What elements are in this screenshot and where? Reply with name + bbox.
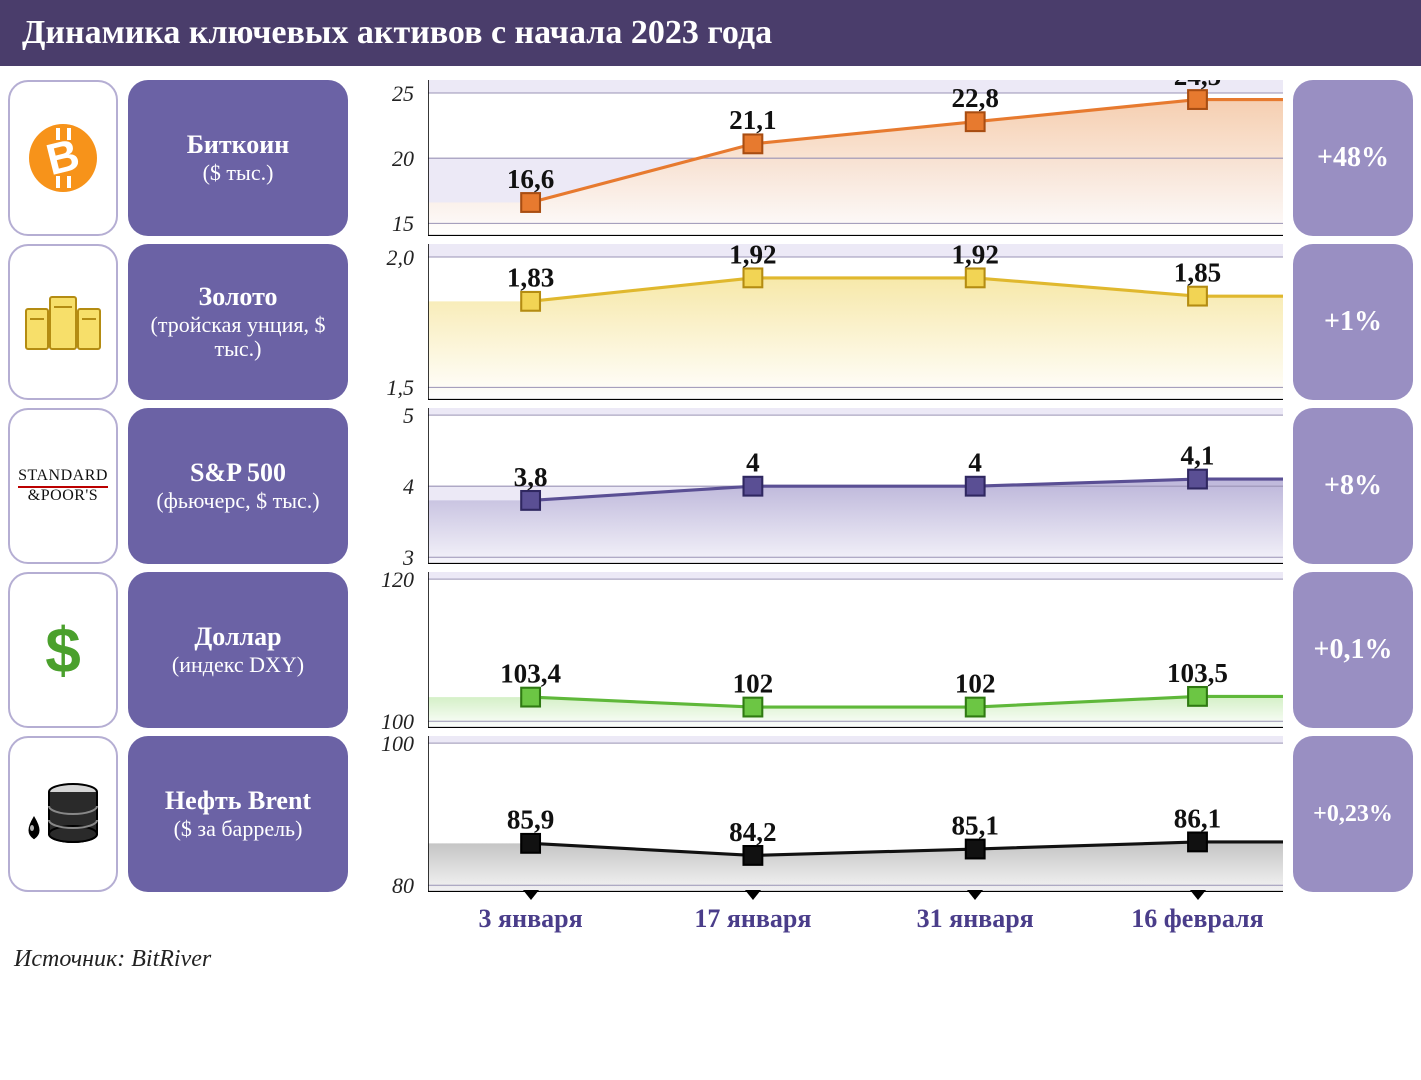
bitcoin-chart: 16,6 21,1 22,8 24,5 <box>428 80 1283 236</box>
bitcoin-label: Биткоин ($ тыс.) <box>128 80 348 236</box>
svg-text:21,1: 21,1 <box>729 105 776 135</box>
dollar-label: Доллар (индекс DXY) <box>128 572 348 728</box>
sp500-label: S&P 500 (фьючерс, $ тыс.) <box>128 408 348 564</box>
sp500-icon: STANDARD&POOR'S <box>8 408 118 564</box>
x-tick-label: 31 января <box>917 904 1034 934</box>
y-tick-label: 1,5 <box>387 375 415 401</box>
brent-label: Нефть Brent ($ за баррель) <box>128 736 348 892</box>
svg-text:1,83: 1,83 <box>507 263 554 293</box>
svg-text:16,6: 16,6 <box>507 164 554 194</box>
bitcoin-icon: B <box>8 80 118 236</box>
asset-row-dollar: $ Доллар (индекс DXY)120100 103,41021021… <box>8 572 1413 722</box>
brent-change: +0,23% <box>1293 736 1413 892</box>
asset-subtitle: ($ за баррель) <box>174 817 303 841</box>
svg-text:85,9: 85,9 <box>507 805 554 835</box>
asset-title: Золото <box>198 283 277 312</box>
asset-subtitle: (тройская унция, $ тыс.) <box>134 313 342 361</box>
svg-text:4,1: 4,1 <box>1181 440 1215 470</box>
asset-subtitle: (индекс DXY) <box>172 653 304 677</box>
sp500-change: +8% <box>1293 408 1413 564</box>
source-label: Источник: BitRiver <box>0 940 1421 987</box>
dollar-yaxis: 120100 <box>358 572 418 728</box>
x-tick-label: 17 января <box>694 904 811 934</box>
asset-title: Доллар <box>194 623 281 652</box>
svg-text:85,1: 85,1 <box>951 810 998 840</box>
svg-text:103,4: 103,4 <box>500 659 561 689</box>
svg-text:1,92: 1,92 <box>951 244 998 269</box>
y-tick-label: 25 <box>392 81 414 107</box>
gold-chart: 1,83 1,92 1,92 1,85 <box>428 244 1283 400</box>
svg-text:102: 102 <box>733 668 774 698</box>
y-tick-label: 120 <box>381 567 414 593</box>
svg-text:84,2: 84,2 <box>729 817 776 847</box>
dollar-chart: 103,4 102 102 103,5 <box>428 572 1283 728</box>
svg-text:103,5: 103,5 <box>1167 658 1228 688</box>
y-tick-label: 5 <box>403 403 414 429</box>
x-tick-icon <box>967 890 983 900</box>
y-tick-label: 80 <box>392 873 414 899</box>
svg-text:24,5: 24,5 <box>1174 80 1221 91</box>
asset-title: Нефть Brent <box>165 787 311 816</box>
dollar-icon: $ <box>8 572 118 728</box>
sp500-chart: 3,8 4 4 4,1 <box>428 408 1283 564</box>
svg-text:1,85: 1,85 <box>1174 258 1221 288</box>
svg-text:1,92: 1,92 <box>729 244 776 269</box>
y-tick-label: 4 <box>403 474 414 500</box>
sp500-yaxis: 543 <box>358 408 418 564</box>
bitcoin-change: +48% <box>1293 80 1413 236</box>
gold-change: +1% <box>1293 244 1413 400</box>
x-tick-icon <box>1190 890 1206 900</box>
asset-title: S&P 500 <box>190 459 286 488</box>
y-tick-label: 15 <box>392 211 414 237</box>
svg-text:4: 4 <box>968 448 982 478</box>
x-axis: 3 января 17 января 31 января 16 февраля <box>428 890 1283 940</box>
bitcoin-yaxis: 25 20 15 <box>358 80 418 236</box>
gold-yaxis: 2,0 1,5 <box>358 244 418 400</box>
asset-row-bitcoin: B Биткоин ($ тыс.)252015 16,621,122,824,… <box>8 80 1413 230</box>
y-tick-label: 100 <box>381 731 414 757</box>
y-tick-label: 20 <box>392 146 414 172</box>
brent-chart: 85,9 84,2 85,1 86,1 <box>428 736 1283 892</box>
svg-text:86,1: 86,1 <box>1174 803 1221 833</box>
asset-title: Биткоин <box>187 131 290 160</box>
gold-label: Золото (тройская унция, $ тыс.) <box>128 244 348 400</box>
asset-subtitle: ($ тыс.) <box>203 161 274 185</box>
svg-text:$: $ <box>45 614 81 686</box>
x-tick-label: 16 февраля <box>1131 904 1263 934</box>
page-title: Динамика ключевых активов с начала 2023 … <box>0 0 1421 66</box>
dollar-change: +0,1% <box>1293 572 1413 728</box>
asset-row-brent: Нефть Brent ($ за баррель)10080 85,984,2… <box>8 736 1413 886</box>
asset-subtitle: (фьючерс, $ тыс.) <box>156 489 319 513</box>
asset-row-gold: Золото (тройская унция, $ тыс.)2,01,5 1,… <box>8 244 1413 394</box>
asset-row-sp500: STANDARD&POOR'SS&P 500 (фьючерс, $ тыс.)… <box>8 408 1413 558</box>
svg-text:22,8: 22,8 <box>951 83 998 113</box>
x-tick-icon <box>523 890 539 900</box>
brent-icon <box>8 736 118 892</box>
svg-text:102: 102 <box>955 668 996 698</box>
svg-text:4: 4 <box>746 448 760 478</box>
svg-text:3,8: 3,8 <box>514 462 548 492</box>
y-tick-label: 2,0 <box>387 245 415 271</box>
brent-yaxis: 10080 <box>358 736 418 892</box>
x-tick-label: 3 января <box>479 904 583 934</box>
gold-icon <box>8 244 118 400</box>
x-tick-icon <box>745 890 761 900</box>
